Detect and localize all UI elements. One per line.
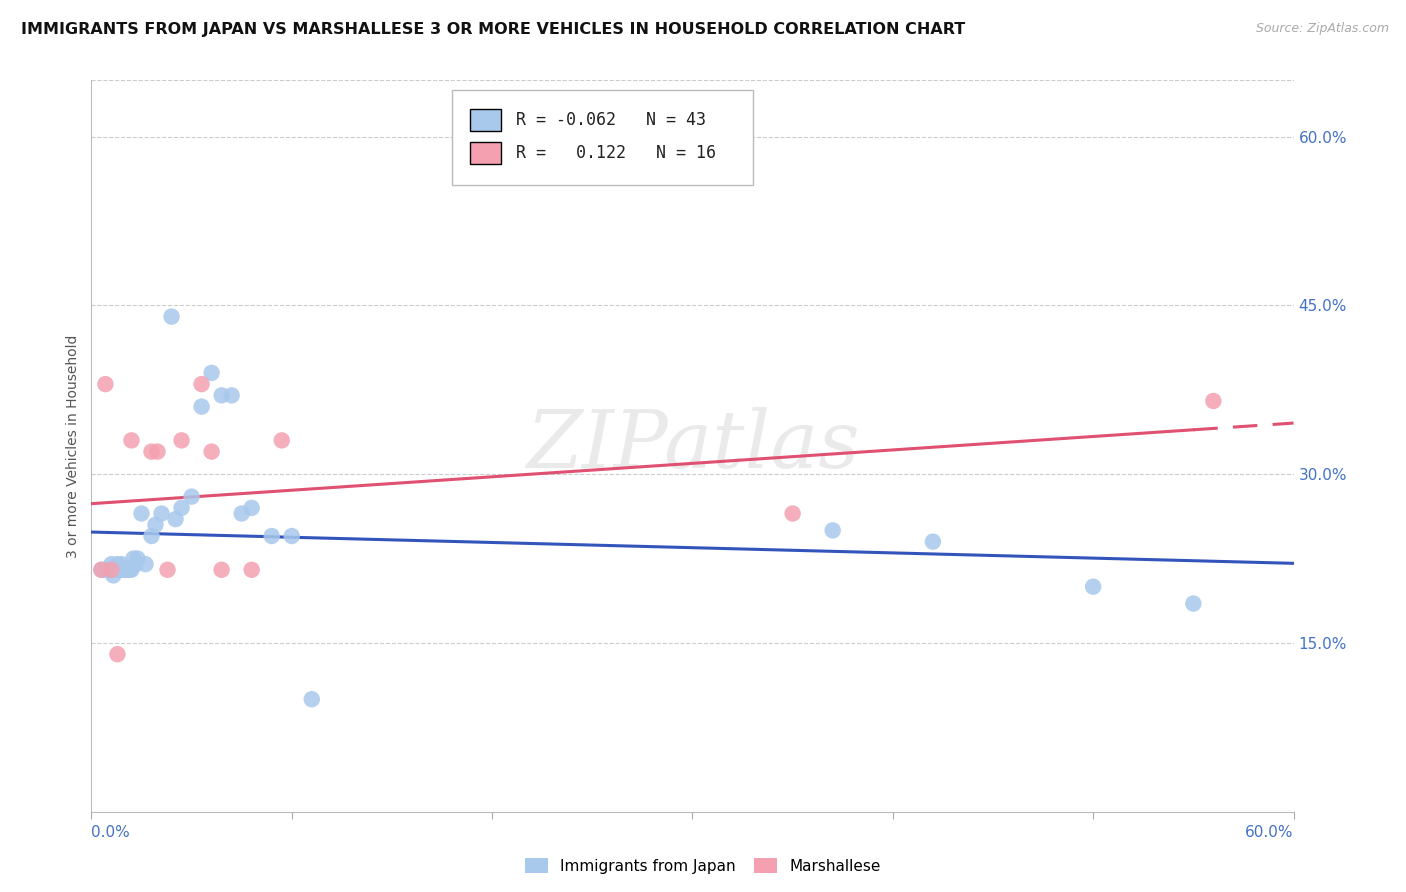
Point [201,366,224,380]
Point [145,517,167,532]
Text: IMMIGRANTS FROM JAPAN VS MARSHALLESE 3 OR MORE VEHICLES IN HOUSEHOLD CORRELATION: IMMIGRANTS FROM JAPAN VS MARSHALLESE 3 O… [21,22,966,37]
Point [146,444,169,458]
Point [165,512,187,526]
Text: R = -0.062   N = 43: R = -0.062 N = 43 [516,111,706,128]
Point [1202,394,1225,409]
Point [94,377,117,392]
Point [150,507,173,521]
Text: Source: ZipAtlas.com: Source: ZipAtlas.com [1256,22,1389,36]
Point [110,557,132,571]
Point [1182,597,1205,611]
Point [134,557,156,571]
Point [90,563,112,577]
Point [98,563,121,577]
Point [90,563,112,577]
Point [100,563,122,577]
Y-axis label: 3 or more Vehicles in Household: 3 or more Vehicles in Household [66,334,80,558]
Point [121,434,143,448]
Point [240,563,263,577]
Point [131,507,153,521]
Legend: Immigrants from Japan, Marshallese: Immigrants from Japan, Marshallese [519,852,887,880]
Text: ZIPatlas: ZIPatlas [526,408,859,484]
Point [211,388,233,402]
Point [118,563,141,577]
Point [121,563,143,577]
Point [190,400,212,414]
Point [221,388,243,402]
Point [240,500,263,515]
Point [201,444,224,458]
Point [110,563,132,577]
Point [112,563,135,577]
Point [117,563,139,577]
Point [231,507,253,521]
Text: 60.0%: 60.0% [1246,825,1294,840]
Point [100,563,122,577]
Point [141,444,163,458]
Point [260,529,283,543]
Point [103,568,125,582]
Text: 0.0%: 0.0% [91,825,131,840]
Point [108,563,131,577]
Point [124,557,146,571]
Point [1083,580,1105,594]
Point [281,529,304,543]
Point [160,310,183,324]
Point [107,563,129,577]
Point [211,563,233,577]
FancyBboxPatch shape [470,143,502,164]
Point [107,647,129,661]
Text: R =   0.122   N = 16: R = 0.122 N = 16 [516,145,716,162]
Point [170,500,193,515]
Point [94,563,117,577]
Point [100,557,122,571]
Point [170,434,193,448]
FancyBboxPatch shape [470,109,502,131]
Point [122,551,145,566]
Point [104,563,127,577]
Point [301,692,323,706]
Point [156,563,179,577]
Point [180,490,202,504]
FancyBboxPatch shape [451,90,752,185]
Point [190,377,212,392]
Point [114,563,136,577]
Point [107,557,129,571]
Point [141,529,163,543]
Point [782,507,804,521]
Point [821,524,844,538]
Point [96,563,118,577]
Point [270,434,292,448]
Point [922,534,945,549]
Point [127,551,149,566]
